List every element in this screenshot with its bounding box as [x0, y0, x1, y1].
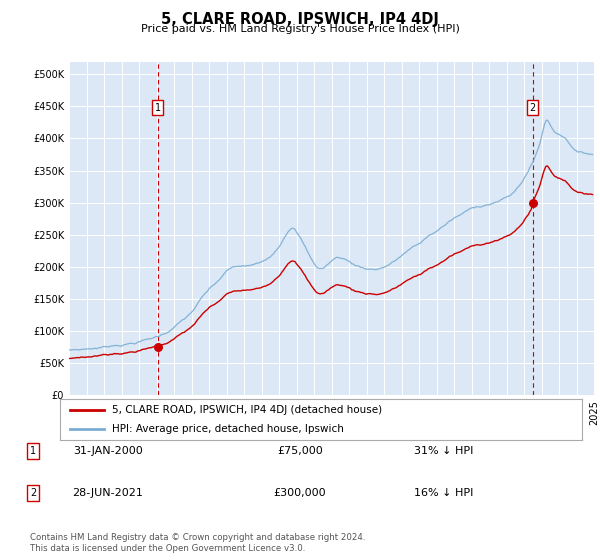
Text: £300,000: £300,000	[274, 488, 326, 498]
Text: 28-JUN-2021: 28-JUN-2021	[73, 488, 143, 498]
Text: 2: 2	[30, 488, 36, 498]
Text: Contains HM Land Registry data © Crown copyright and database right 2024.
This d: Contains HM Land Registry data © Crown c…	[30, 533, 365, 553]
Text: 2: 2	[530, 102, 536, 113]
Text: 16% ↓ HPI: 16% ↓ HPI	[415, 488, 473, 498]
Text: HPI: Average price, detached house, Ipswich: HPI: Average price, detached house, Ipsw…	[112, 424, 344, 433]
Text: 31-JAN-2000: 31-JAN-2000	[73, 446, 143, 456]
Point	[528, 198, 538, 207]
Text: 5, CLARE ROAD, IPSWICH, IP4 4DJ (detached house): 5, CLARE ROAD, IPSWICH, IP4 4DJ (detache…	[112, 405, 382, 415]
Text: 31% ↓ HPI: 31% ↓ HPI	[415, 446, 473, 456]
Text: 1: 1	[155, 102, 161, 113]
Text: £75,000: £75,000	[277, 446, 323, 456]
Text: 5, CLARE ROAD, IPSWICH, IP4 4DJ: 5, CLARE ROAD, IPSWICH, IP4 4DJ	[161, 12, 439, 27]
Point	[153, 342, 163, 351]
Text: 1: 1	[30, 446, 36, 456]
Text: Price paid vs. HM Land Registry's House Price Index (HPI): Price paid vs. HM Land Registry's House …	[140, 24, 460, 34]
